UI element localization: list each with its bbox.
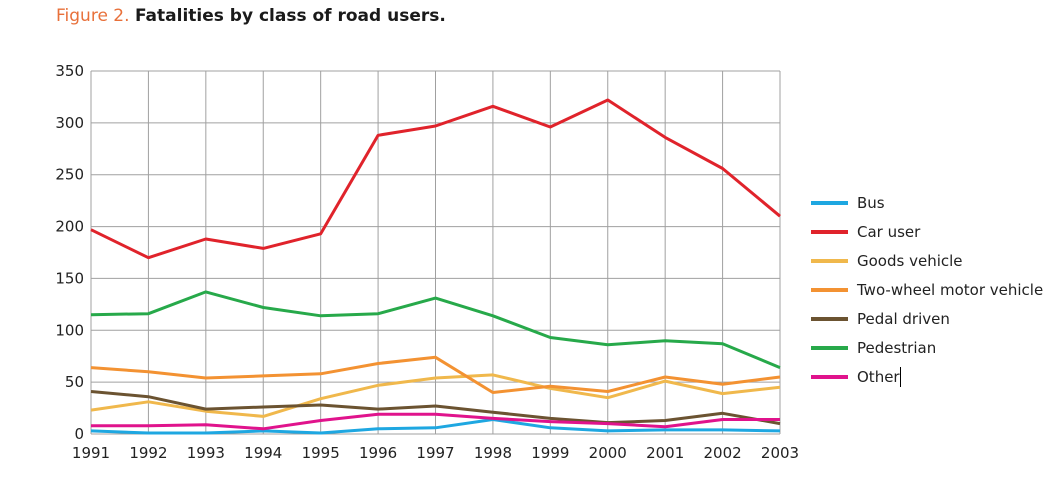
y-tick-label: 0 (74, 425, 84, 443)
chart-title: Figure 2. Fatalities by class of road us… (56, 6, 446, 26)
x-axis-ticks: 1991 1992 1993 1994 1995 1996 1997 1998 1999 2000… (72, 444, 799, 462)
legend-swatch (811, 258, 848, 263)
x-tick-label: 1998 (474, 444, 512, 462)
x-tick-label: 1991 (72, 444, 110, 462)
y-tick-label: 250 (55, 166, 84, 184)
legend-item: Pedestrian (811, 333, 1043, 362)
legend-swatch (811, 316, 848, 321)
legend-item: Pedal driven (811, 304, 1043, 333)
x-tick-label: 2003 (761, 444, 799, 462)
y-tick-label: 350 (55, 62, 84, 80)
legend-label: Pedal driven (857, 309, 950, 328)
y-tick-label: 100 (55, 321, 84, 339)
series-line-two-wheel-motor-vehicle (90, 355, 781, 394)
legend: Bus Car user Goods vehicle Two-wheel mot… (811, 188, 1043, 391)
x-tick-label: 1999 (531, 444, 569, 462)
figure-caption: Fatalities by class of road users. (134, 6, 446, 26)
y-tick-label: 200 (55, 218, 84, 236)
legend-item: Bus (811, 188, 1043, 217)
legend-swatch (811, 287, 848, 292)
text-cursor (899, 366, 901, 387)
series-line-pedal-driven (90, 390, 781, 426)
series-line-other (91, 412, 780, 431)
y-tick-label: 50 (65, 373, 84, 391)
x-tick-label: 1993 (187, 444, 225, 462)
figure-label: Figure 2. (56, 6, 130, 26)
legend-item: Car user (811, 217, 1043, 246)
y-tick-label: 300 (55, 114, 84, 132)
x-tick-label: 1997 (416, 444, 454, 462)
x-tick-label: 1994 (244, 444, 282, 462)
y-tick-label: 150 (55, 269, 84, 287)
legend-swatch (811, 345, 848, 350)
legend-label: Bus (857, 193, 885, 212)
legend-swatch (811, 229, 848, 234)
legend-swatch (811, 200, 848, 205)
legend-item: Goods vehicle (811, 246, 1043, 275)
x-tick-label: 2001 (646, 444, 684, 462)
legend-label[interactable]: Other (857, 367, 900, 386)
legend-label: Two-wheel motor vehicle (857, 280, 1044, 299)
legend-item: Other (811, 362, 1043, 391)
series-line-pedestrian (90, 290, 781, 369)
y-axis-ticks: 0 50 100 150 200 250 300 350 (55, 62, 84, 443)
series-lines (90, 98, 781, 435)
legend-item: Two-wheel motor vehicle (811, 275, 1043, 304)
x-tick-label: 1996 (359, 444, 397, 462)
legend-label: Pedestrian (857, 338, 937, 357)
legend-label: Goods vehicle (857, 251, 963, 270)
series-line-goods-vehicle (90, 373, 781, 418)
x-tick-label: 1995 (302, 444, 340, 462)
x-tick-label: 2002 (703, 444, 741, 462)
x-tick-label: 1992 (129, 444, 167, 462)
legend-swatch (811, 374, 848, 379)
legend-label: Car user (857, 222, 921, 241)
series-line-car-user (90, 98, 781, 260)
series-line-bus (90, 418, 781, 435)
x-tick-label: 2000 (589, 444, 627, 462)
